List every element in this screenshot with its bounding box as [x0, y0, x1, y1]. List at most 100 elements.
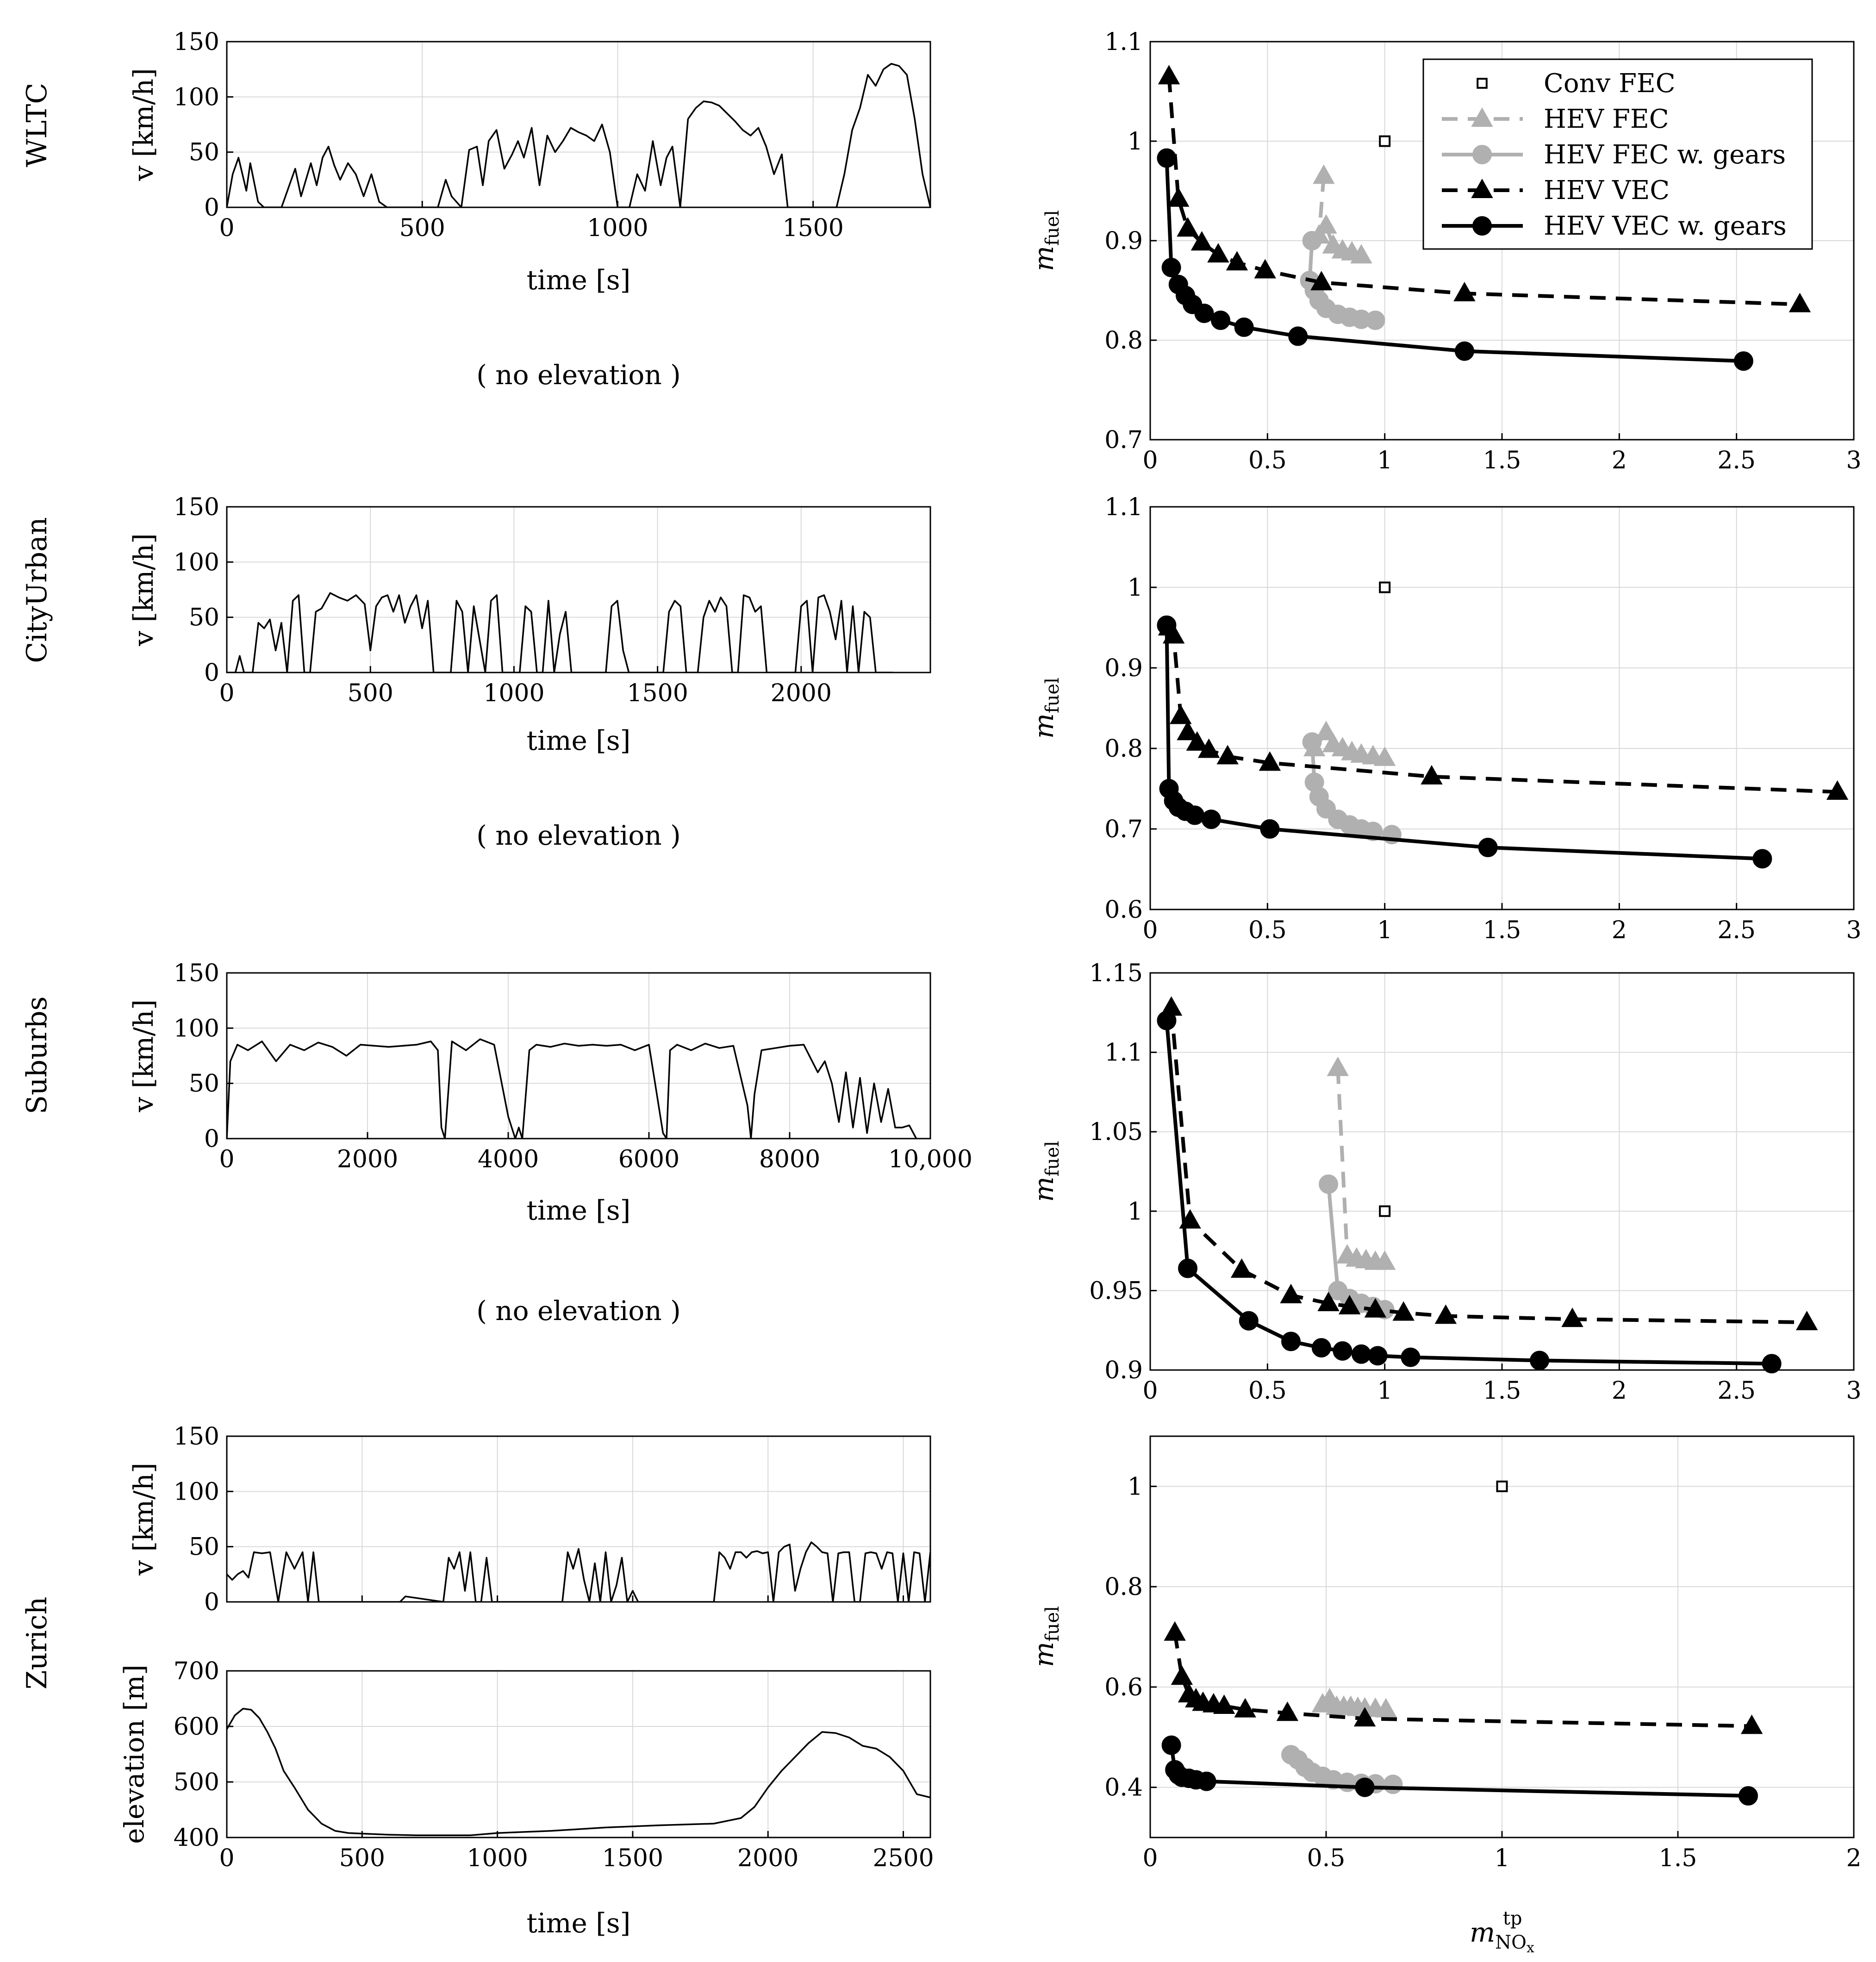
x-tick-label: 1.5 [1483, 1377, 1521, 1405]
data-point [1313, 164, 1335, 184]
x-tick-label: 0.5 [1248, 1377, 1287, 1405]
data-point [1190, 231, 1213, 251]
wltc-pareto-chart: mfuel 0 0.5 1 1.5 2 2.5 3 0.7 0.8 0.9 1 1.1 [1028, 28, 1862, 474]
data-point [1350, 244, 1372, 264]
zurich-pareto-chart: mfuel mNOxtp 0 0.5 1 1.5 2 0.4 0.6 0.8 1 [1028, 1435, 1862, 1956]
x-tick-label: 2000 [337, 1146, 398, 1173]
series-line [1167, 76, 1800, 306]
x-tick-label: 10,000 [888, 1146, 972, 1173]
series-conv-fec [1496, 1480, 1508, 1492]
x-tick-label: 3 [1846, 447, 1861, 474]
y-axis-label: v [km/h] [128, 1463, 159, 1576]
legend-swatch-marker [1472, 145, 1492, 164]
data-point [1276, 1701, 1299, 1721]
data-point [1368, 1346, 1388, 1366]
y-tick-label: 1.1 [1104, 1039, 1143, 1067]
data-point [1197, 738, 1220, 758]
x-tick-label: 2 [1612, 1377, 1627, 1405]
y-tick-label: 0.8 [1104, 735, 1143, 763]
y-axis-label: v [km/h] [128, 68, 159, 181]
series-hev-vec-w-gears [1157, 1010, 1782, 1374]
y-tick-label: 0.8 [1104, 327, 1143, 355]
y-tick-label: 150 [174, 959, 219, 987]
data-point [1211, 311, 1230, 330]
y-axis-label: mfuel [1028, 1606, 1063, 1667]
data-point [1302, 732, 1322, 752]
data-point [1333, 1341, 1352, 1361]
x-tick-label: 1000 [587, 214, 648, 242]
series-conv-fec [1379, 1205, 1391, 1217]
y-tick-label: 100 [174, 1478, 219, 1506]
data-point [1327, 1056, 1349, 1076]
data-point [1178, 1258, 1198, 1278]
data-point [1319, 1174, 1339, 1194]
data-point [1280, 1283, 1302, 1303]
y-tick-label: 1 [1128, 1198, 1143, 1226]
y-tick-label: 1 [1128, 1473, 1143, 1501]
y-tick-label: 0.6 [1104, 896, 1143, 924]
data-point [1288, 326, 1308, 346]
y-tick-label: 0 [204, 1125, 219, 1153]
data-point [1302, 231, 1322, 250]
elevation-note-suburbs: ( no elevation ) [476, 1295, 681, 1327]
data-point [1454, 341, 1474, 361]
data-point [1185, 805, 1205, 825]
y-tick-label: 100 [174, 83, 219, 111]
data-point [1740, 1714, 1763, 1734]
x-tick-label: 0 [219, 679, 234, 707]
data-point [1171, 1665, 1193, 1685]
plot-frame [226, 1670, 931, 1838]
data-point [1234, 318, 1254, 337]
x-tick-label: 1 [1377, 447, 1392, 474]
series-hev-vec [1158, 616, 1849, 800]
x-tick-label: 1.5 [1659, 1844, 1697, 1872]
legend: Conv FEC HEV FEC HEV FEC w. gears HEV VEC HE… [1422, 58, 1813, 250]
data-point [1157, 148, 1177, 168]
series-line [1169, 1745, 1749, 1798]
series-hev-fec-w-gears [1300, 231, 1385, 330]
legend-swatch-marker [1472, 216, 1492, 236]
y-tick-label: 0.9 [1104, 1357, 1143, 1384]
city-speed-chart: time [s] v [km/h] 0 500 1000 1500 2000 0 50 100… [128, 493, 931, 756]
legend-entry: HEV VEC w. gears [1442, 211, 1787, 241]
data-point [1315, 721, 1337, 741]
series-hev-vec [1160, 996, 1818, 1331]
data-point [1315, 214, 1337, 234]
x-tick-label: 1000 [483, 679, 544, 707]
x-tick-label: 3 [1846, 916, 1861, 944]
y-tick-label: 700 [174, 1657, 219, 1685]
x-axis-label: time [s] [527, 725, 631, 756]
y-tick-label: 150 [174, 493, 219, 521]
x-tick-label: 1 [1377, 1377, 1392, 1405]
data-point [1177, 721, 1199, 741]
data-point [1260, 819, 1280, 839]
series-conv-fec [1379, 581, 1391, 593]
data-point [1161, 1735, 1181, 1755]
y-tick-label: 50 [189, 604, 219, 632]
data-point [1496, 1480, 1508, 1492]
y-tick-label: 0.7 [1104, 426, 1143, 454]
data-point [1733, 351, 1753, 371]
x-tick-label: 0 [219, 1146, 234, 1173]
data-point [1355, 1777, 1375, 1797]
y-axis-label: mfuel [1028, 678, 1063, 739]
x-tick-label: 0 [1142, 447, 1158, 474]
data-point [1392, 1301, 1415, 1321]
data-point [1234, 1698, 1256, 1718]
x-tick-label: 1 [1377, 916, 1392, 944]
row-label-suburbs: Suburbs [21, 997, 53, 1115]
y-tick-label: 1.05 [1089, 1118, 1143, 1146]
data-point [1375, 1698, 1397, 1718]
row-label-wltc: WLTC [21, 83, 53, 168]
y-tick-label: 0.6 [1104, 1674, 1143, 1701]
data-point [1186, 731, 1209, 751]
x-tick-label: 3 [1846, 1377, 1861, 1405]
y-tick-label: 600 [174, 1713, 219, 1741]
legend-entry: HEV VEC [1442, 175, 1670, 206]
data-point [1826, 780, 1849, 800]
data-point [1158, 65, 1180, 85]
y-tick-label: 0 [204, 1588, 219, 1616]
y-tick-label: 150 [174, 1423, 219, 1451]
zurich-elevation-chart: time [s] elevation [m] 0 500 1000 1500 2000 2… [118, 1657, 934, 1939]
